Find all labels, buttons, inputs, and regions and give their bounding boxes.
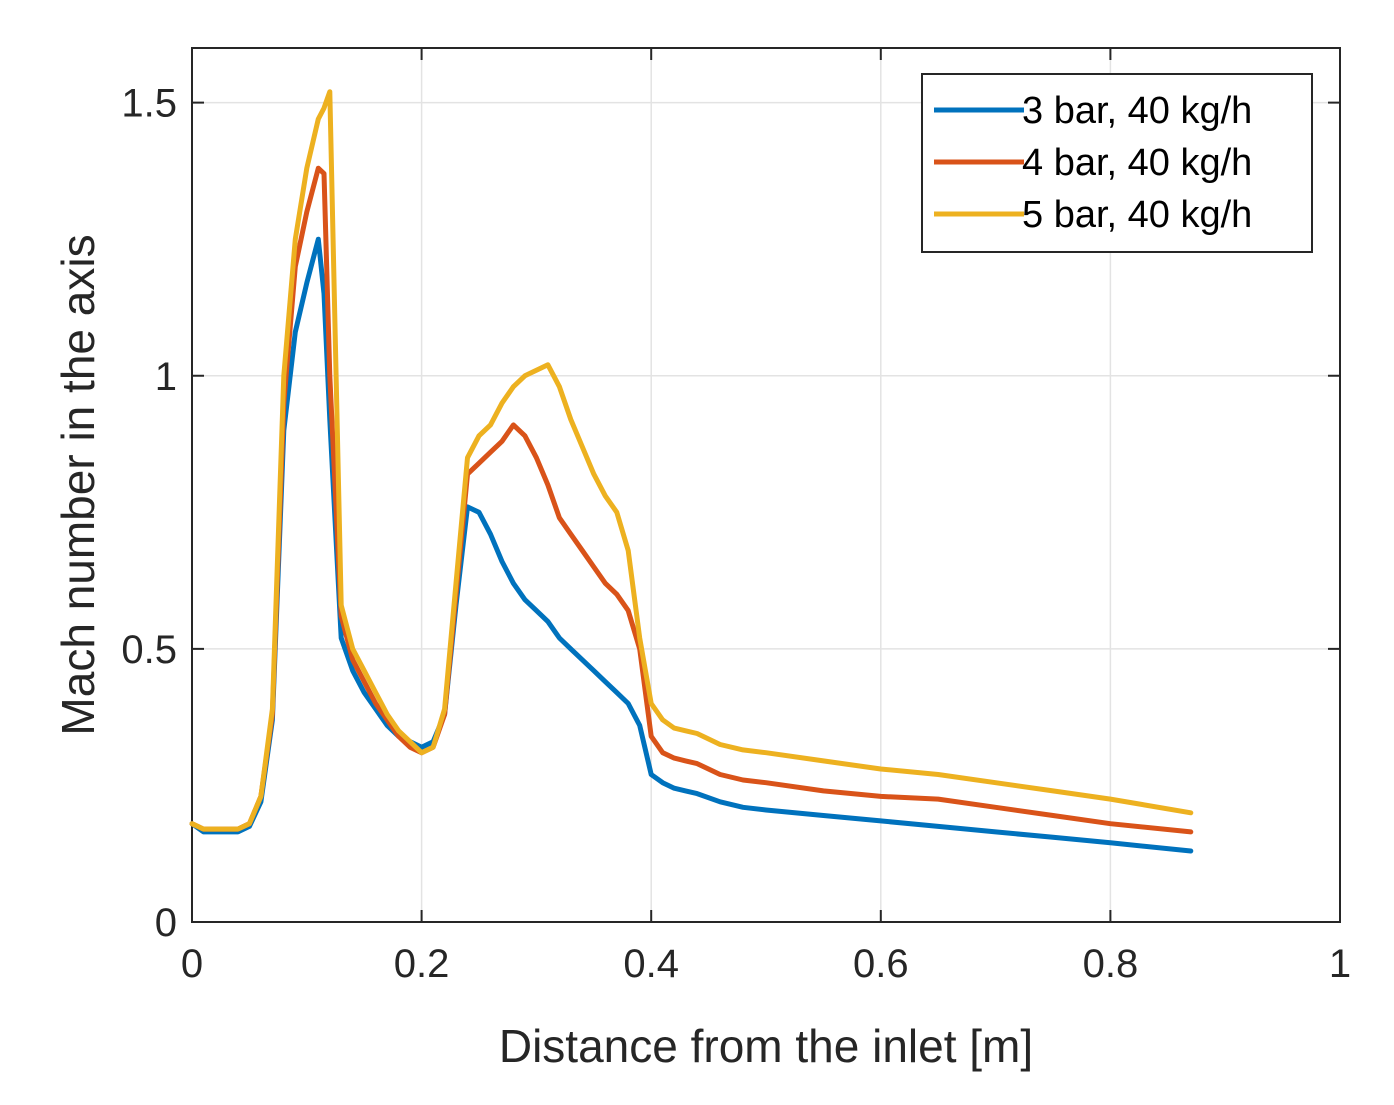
y-axis-label: Mach number in the axis <box>52 234 104 735</box>
x-tick-labels: 0 0.2 0.4 0.6 0.8 1 <box>181 942 1351 986</box>
axis-ticks <box>191 48 1341 923</box>
series-line-3 <box>189 89 1194 832</box>
y-tick-label: 1 <box>155 355 177 399</box>
y-tick-label: 0 <box>155 901 177 945</box>
x-tick-label: 0.8 <box>1083 942 1139 986</box>
y-tick-labels: 0 0.5 1 1.5 <box>121 82 177 945</box>
legend-label-3: 5 bar, 40 kg/h <box>1022 194 1252 236</box>
x-axis-label: Distance from the inlet [m] <box>499 1020 1033 1072</box>
y-tick-label: 1.5 <box>121 82 177 126</box>
series-line-1 <box>189 236 1194 854</box>
series-lines <box>189 89 1194 854</box>
x-tick-label: 0.2 <box>394 942 450 986</box>
x-tick-label: 0 <box>181 942 203 986</box>
x-tick-label: 1 <box>1329 942 1351 986</box>
x-tick-label: 0.6 <box>853 942 909 986</box>
y-tick-label: 0.5 <box>121 628 177 672</box>
series-line-2 <box>189 165 1194 835</box>
legend: 3 bar, 40 kg/h 4 bar, 40 kg/h 5 bar, 40 kg… <box>921 73 1313 253</box>
legend-label-2: 4 bar, 40 kg/h <box>1022 142 1252 184</box>
legend-label-1: 3 bar, 40 kg/h <box>1022 90 1252 132</box>
x-tick-label: 0.4 <box>623 942 679 986</box>
plot-frame <box>191 47 1341 923</box>
